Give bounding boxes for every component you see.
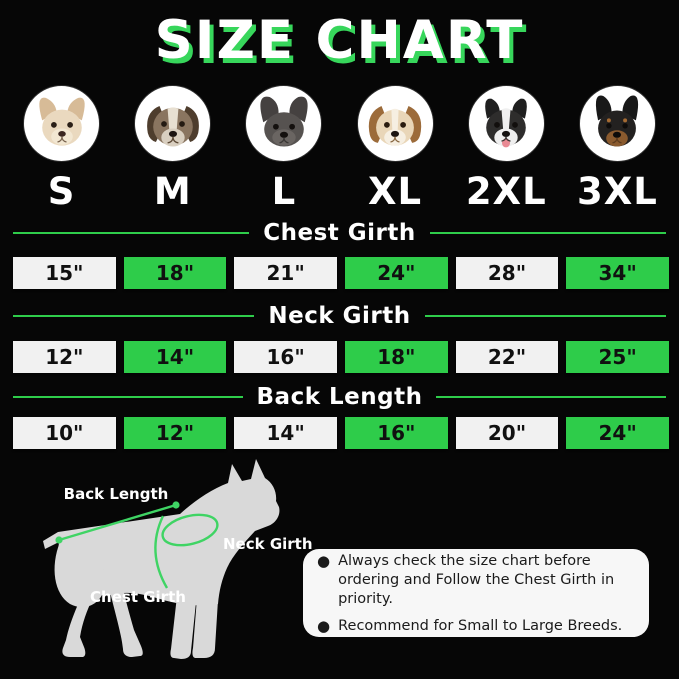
- neck-girth-value-xl: 18": [344, 341, 448, 373]
- diagram-label-back-length: Back Length: [64, 485, 169, 503]
- doberman-photo: [579, 86, 655, 161]
- divider-line: [424, 315, 667, 317]
- neck-girth-value-s: 12": [13, 341, 116, 373]
- size-label-3xl: 3XL: [576, 170, 658, 213]
- note-text: Always check the size chart before order…: [338, 552, 615, 607]
- page-title: SIZE CHART: [154, 10, 525, 71]
- beagle-icon: [368, 105, 422, 146]
- section-header-chest-girth: Chest Girth: [13, 220, 666, 246]
- bullet-dot: ●: [317, 551, 331, 570]
- back-length-values-row: 10" 12" 14" 16" 20" 24": [13, 417, 669, 449]
- bullet-dot: ●: [317, 617, 331, 636]
- chest-girth-value-s: 15": [13, 257, 116, 289]
- chihuahua-photo: [24, 86, 100, 161]
- neck-girth-values-row: 12" 14" 16" 18" 22" 25": [13, 341, 669, 373]
- chest-girth-values-row: 15" 18" 21" 24" 28" 34": [13, 257, 669, 289]
- size-label-l: L: [271, 170, 297, 213]
- divider-line: [13, 232, 250, 234]
- chest-girth-measure-curve: [154, 515, 169, 589]
- size-column-s: S: [6, 86, 117, 210]
- border-collie-photo: [468, 86, 544, 161]
- divider-line: [436, 396, 667, 398]
- size-column-m: M: [117, 86, 228, 210]
- size-label-2xl: 2XL: [465, 170, 547, 213]
- back-length-value-3xl: 24": [566, 417, 669, 449]
- neck-girth-value-2xl: 22": [455, 341, 559, 373]
- chihuahua-icon: [38, 97, 85, 146]
- note-text: Recommend for Small to Large Breeds.: [338, 618, 623, 635]
- divider-line: [13, 396, 243, 398]
- divider-line: [13, 315, 255, 317]
- section-title: Neck Girth: [268, 303, 411, 329]
- french-bulldog-photo: [246, 86, 322, 161]
- section-title: Chest Girth: [263, 220, 416, 246]
- note-item: ● Always check the size chart before ord…: [317, 552, 635, 609]
- back-length-value-s: 10": [13, 417, 116, 449]
- diagram-label-chest-girth: Chest Girth: [90, 588, 186, 606]
- shih-tzu-icon: [146, 105, 199, 146]
- chest-girth-value-xl: 24": [344, 257, 448, 289]
- back-length-value-m: 12": [123, 417, 227, 449]
- chest-girth-value-2xl: 28": [455, 257, 559, 289]
- size-column-l: L: [228, 86, 339, 210]
- diagram-label-neck-girth: Neck Girth: [223, 535, 313, 553]
- size-column-2xl: 2XL: [451, 86, 562, 210]
- neck-girth-value-m: 14": [123, 341, 227, 373]
- notes-box: ● Always check the size chart before ord…: [303, 549, 649, 637]
- size-label-s: S: [47, 170, 76, 213]
- dog-measurement-diagram: Back Length Neck Girth Chest Girth: [43, 459, 313, 659]
- size-column-xl: XL: [339, 86, 450, 210]
- back-length-value-l: 14": [234, 417, 337, 449]
- border-collie-icon: [485, 98, 528, 147]
- doberman-icon: [596, 94, 639, 146]
- dog-silhouette-icon: [43, 459, 280, 659]
- french-bulldog-icon: [260, 96, 308, 146]
- breed-size-row: S M: [6, 86, 673, 210]
- chest-girth-value-m: 18": [123, 257, 227, 289]
- section-header-back-length: Back Length: [13, 384, 667, 410]
- divider-line: [429, 232, 666, 234]
- size-label-m: M: [153, 170, 192, 213]
- neck-girth-measure-ellipse: [161, 513, 219, 547]
- shih-tzu-photo: [135, 86, 211, 161]
- note-item: ● Recommend for Small to Large Breeds.: [317, 617, 635, 636]
- size-column-3xl: 3XL: [562, 86, 673, 210]
- neck-girth-value-l: 16": [234, 341, 337, 373]
- neck-girth-value-3xl: 25": [566, 341, 669, 373]
- section-title: Back Length: [256, 384, 423, 410]
- beagle-photo: [357, 86, 433, 161]
- chest-girth-value-l: 21": [234, 257, 337, 289]
- section-header-neck-girth: Neck Girth: [13, 303, 667, 329]
- back-length-value-2xl: 20": [455, 417, 559, 449]
- back-length-value-xl: 16": [344, 417, 448, 449]
- back-length-measure-line: [55, 501, 180, 544]
- size-label-xl: XL: [368, 170, 423, 213]
- chest-girth-value-3xl: 34": [566, 257, 669, 289]
